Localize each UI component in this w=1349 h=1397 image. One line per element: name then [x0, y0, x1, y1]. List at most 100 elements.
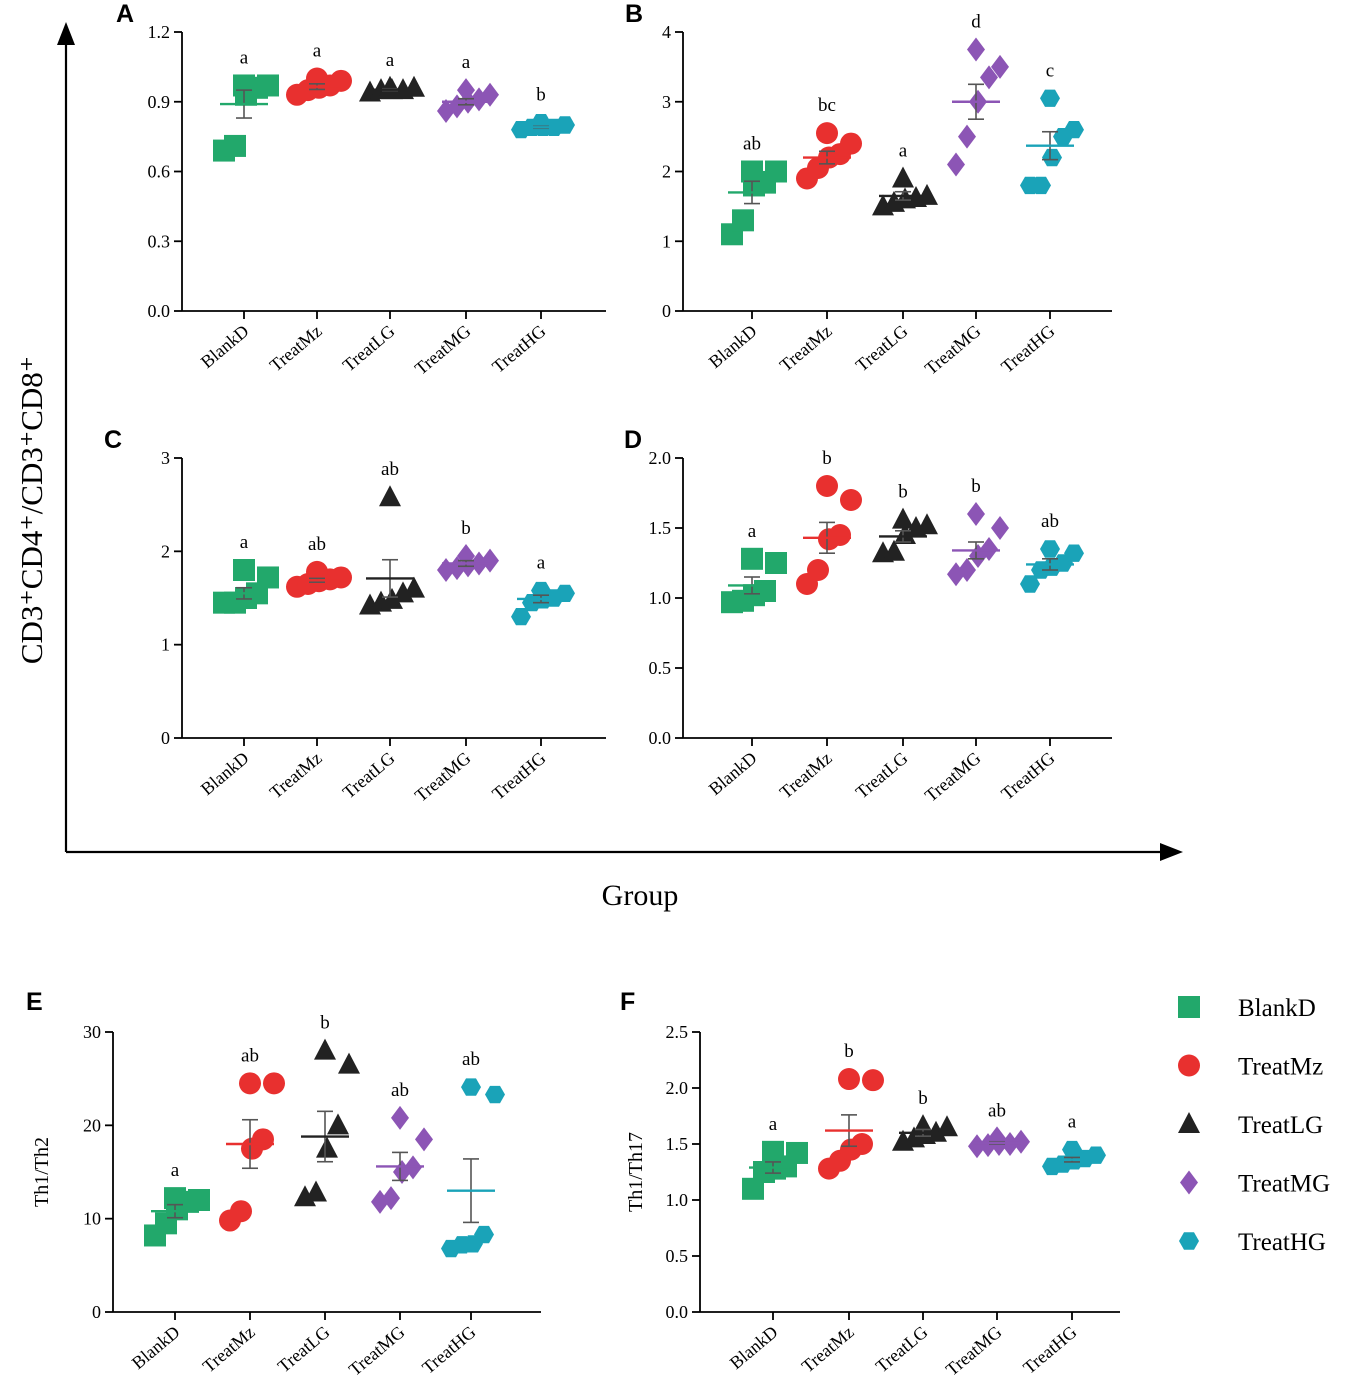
data-point — [415, 1127, 433, 1152]
significance-letter: ab — [462, 1049, 480, 1070]
x-tick-label: BlankD — [128, 1322, 184, 1373]
series-blankd: a — [144, 1160, 210, 1247]
significance-letter: b — [536, 85, 546, 106]
x-tick-label: TreatMz — [776, 748, 836, 803]
data-point — [1064, 544, 1084, 562]
data-point — [382, 1186, 400, 1211]
data-point — [252, 1128, 274, 1151]
significance-letter: a — [240, 47, 249, 68]
legend-label: TreatMz — [1238, 1054, 1323, 1081]
y-tick-label: 0.5 — [666, 1246, 689, 1266]
x-tick-label: TreatLG — [872, 1322, 932, 1377]
y-axis-label: Th1/Th17 — [625, 1132, 647, 1212]
data-point — [916, 513, 938, 535]
data-point — [991, 54, 1009, 79]
data-point — [958, 124, 976, 149]
panel-letter: C — [104, 426, 122, 454]
data-point — [980, 65, 998, 90]
data-point — [1040, 540, 1060, 558]
data-point — [330, 566, 352, 589]
legend-entry-treatmz: TreatMz — [1178, 1054, 1323, 1081]
data-point — [379, 75, 401, 97]
series-treatmz: bc — [796, 95, 862, 190]
x-tick-label: TreatMG — [942, 1322, 1006, 1380]
significance-letter: b — [822, 448, 832, 469]
significance-letter: a — [537, 553, 546, 574]
significance-letter: c — [1046, 60, 1054, 81]
data-point — [991, 516, 1009, 540]
y-tick-label: 0.9 — [148, 92, 171, 112]
data-point — [314, 1038, 336, 1060]
y-tick-label: 1.2 — [148, 22, 171, 42]
data-point — [816, 122, 838, 145]
panel-c: C 0 1 2 3 BlankD TreatMz TreatLG TreatMG TreatHG a… — [104, 426, 606, 806]
legend-triangle-icon — [1178, 1112, 1200, 1133]
data-point — [1064, 121, 1084, 139]
x-tick-label: TreatLG — [339, 748, 399, 803]
x-tick-label: TreatMG — [411, 321, 475, 379]
y-tick-label: 0.0 — [148, 301, 171, 321]
data-point — [263, 1072, 285, 1095]
data-point — [379, 485, 401, 507]
x-tick-label: TreatHG — [418, 1322, 479, 1378]
y-tick-label: 0.3 — [148, 231, 171, 251]
data-point — [816, 475, 838, 497]
data-point — [762, 1140, 784, 1163]
series-treatmz: ab — [219, 1045, 285, 1232]
x-tick-label: TreatHG — [997, 748, 1058, 804]
data-point — [829, 524, 851, 546]
y-tick-label: 2.0 — [649, 448, 672, 468]
y-tick-label: 4 — [662, 22, 671, 42]
x-tick-label: TreatMz — [266, 321, 326, 376]
data-point — [742, 1177, 764, 1200]
series-treatmz: ab — [286, 534, 352, 598]
data-point — [916, 183, 938, 205]
data-point — [765, 160, 787, 183]
x-tick-label: TreatLG — [852, 748, 912, 803]
x-tick-label: BlankD — [705, 748, 761, 799]
legend-entry-treathg: TreatHG — [1179, 1229, 1326, 1256]
data-point — [457, 544, 475, 568]
legend-entry-treatmg: TreatMG — [1180, 1170, 1330, 1198]
significance-letter: a — [748, 521, 757, 542]
series-treatmg: b — [947, 476, 1009, 587]
data-point — [980, 537, 998, 561]
significance-letter: a — [240, 532, 249, 553]
significance-letter: a — [1068, 1112, 1077, 1133]
data-point — [403, 75, 425, 97]
data-point — [224, 134, 246, 157]
data-point — [555, 116, 575, 134]
legend-hexagon-icon — [1179, 1232, 1199, 1250]
significance-letter: a — [462, 52, 471, 73]
data-point — [892, 166, 914, 188]
x-tick-label: TreatMz — [266, 748, 326, 803]
data-point — [741, 160, 763, 183]
significance-letter: bc — [818, 95, 836, 116]
legend-square-icon — [1178, 996, 1200, 1018]
significance-letter: d — [971, 11, 981, 32]
data-point — [316, 1136, 338, 1158]
data-point — [967, 502, 985, 526]
x-tick-label: TreatMz — [798, 1322, 858, 1377]
legend-circle-icon — [1178, 1054, 1200, 1077]
panel-f: F 0.0 0.5 1.0 1.5 2.0 2.5 Th1/Th17 BlankD TreatMz… — [620, 988, 1120, 1380]
data-point — [474, 1225, 494, 1244]
y-tick-label: 30 — [83, 1022, 101, 1042]
x-tick-label: TreatHG — [488, 321, 549, 377]
significance-letter: ab — [1041, 511, 1059, 532]
shared-y-arrowhead — [57, 22, 75, 45]
significance-letter: b — [971, 476, 981, 497]
series-blankd: a — [742, 1114, 808, 1200]
data-point — [257, 74, 279, 97]
legend-diamond-icon — [1180, 1170, 1198, 1195]
data-point — [1062, 1140, 1082, 1159]
data-point — [1020, 575, 1040, 593]
data-point — [306, 560, 328, 583]
series-treatmg: a — [437, 52, 499, 124]
shared-x-label: Group — [602, 879, 679, 912]
x-tick-label: TreatMz — [199, 1322, 259, 1377]
data-point — [239, 1072, 261, 1095]
